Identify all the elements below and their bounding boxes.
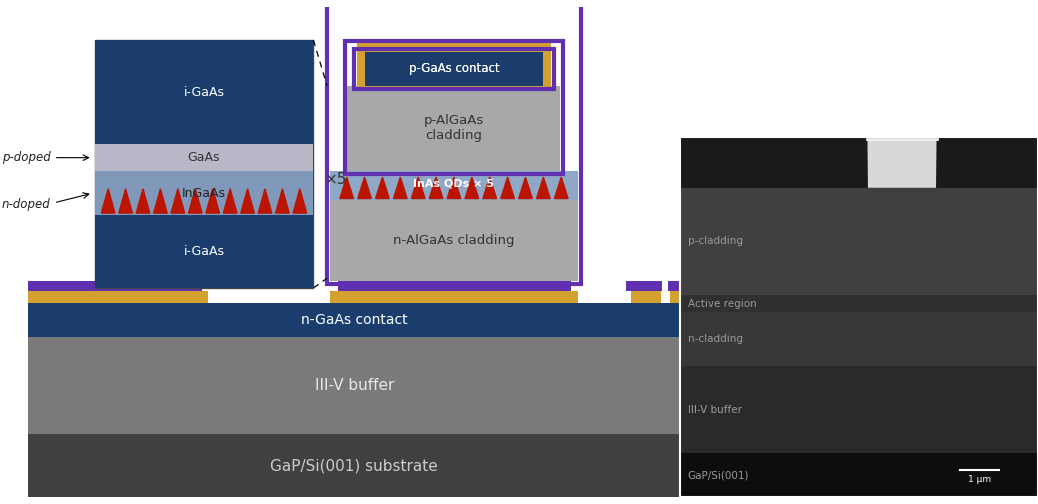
Bar [337, 281, 571, 291]
Text: III-V buffer: III-V buffer [688, 405, 742, 415]
Text: i-GaAs: i-GaAs [184, 245, 224, 258]
Bar [28, 337, 680, 434]
Bar [680, 137, 1038, 497]
Polygon shape [465, 177, 479, 199]
Text: p-GaAs contact: p-GaAs contact [409, 62, 499, 75]
Polygon shape [868, 139, 936, 188]
Polygon shape [430, 177, 443, 199]
Text: Active region: Active region [688, 298, 757, 308]
Text: GaP/Si(001) substrate: GaP/Si(001) substrate [270, 459, 438, 473]
Polygon shape [171, 189, 185, 213]
Text: 1 μm: 1 μm [968, 475, 991, 484]
Polygon shape [154, 189, 167, 213]
Polygon shape [118, 189, 133, 213]
Bar [94, 171, 313, 215]
Bar [28, 302, 680, 337]
Polygon shape [102, 189, 115, 213]
Text: p-doped: p-doped [2, 151, 51, 164]
Bar [680, 295, 1038, 312]
Text: III-V buffer: III-V buffer [315, 377, 394, 393]
Text: GaP/Si(001): GaP/Si(001) [688, 471, 749, 481]
Text: n-AlGaAs cladding: n-AlGaAs cladding [393, 234, 515, 247]
Polygon shape [537, 177, 550, 199]
Text: InGaAs: InGaAs [182, 186, 226, 200]
Bar [354, 49, 553, 89]
Text: p-cladding: p-cladding [688, 236, 743, 246]
Polygon shape [258, 189, 272, 213]
Bar [330, 291, 578, 302]
Bar [94, 40, 313, 288]
Polygon shape [339, 177, 354, 199]
Bar [28, 291, 209, 302]
Bar [94, 40, 313, 144]
Bar [680, 312, 1038, 366]
Polygon shape [411, 177, 425, 199]
Bar [365, 51, 543, 86]
Bar [94, 215, 313, 288]
Text: n-cladding: n-cladding [688, 334, 743, 344]
Bar [631, 291, 660, 302]
Bar [327, 0, 581, 284]
Text: p-AlGaAs
cladding: p-AlGaAs cladding [424, 114, 484, 143]
Bar [680, 366, 1038, 453]
Polygon shape [519, 177, 532, 199]
Polygon shape [189, 189, 202, 213]
Polygon shape [483, 177, 496, 199]
Bar [680, 188, 1038, 295]
Bar [345, 41, 564, 174]
Bar [680, 137, 1038, 497]
Bar [680, 453, 1038, 497]
Polygon shape [358, 177, 372, 199]
Bar [668, 281, 680, 291]
Bar [357, 40, 551, 90]
Polygon shape [554, 177, 568, 199]
Polygon shape [293, 189, 306, 213]
Polygon shape [500, 177, 515, 199]
Bar [680, 137, 1038, 188]
Bar [28, 434, 680, 497]
Bar [94, 144, 313, 171]
Polygon shape [393, 177, 407, 199]
Text: i-GaAs: i-GaAs [184, 86, 224, 98]
Bar [28, 281, 201, 291]
Polygon shape [447, 177, 461, 199]
Text: n-doped: n-doped [2, 199, 51, 211]
Text: InAs QDs × 5: InAs QDs × 5 [413, 179, 494, 189]
Polygon shape [223, 189, 237, 213]
Text: n-GaAs contact: n-GaAs contact [301, 313, 408, 327]
Polygon shape [376, 177, 389, 199]
Polygon shape [241, 189, 254, 213]
Bar [365, 51, 543, 86]
Bar [626, 281, 661, 291]
Polygon shape [206, 189, 219, 213]
Text: p-GaAs contact: p-GaAs contact [409, 62, 499, 75]
Bar [671, 291, 680, 302]
Bar [330, 171, 578, 201]
Polygon shape [276, 189, 290, 213]
Bar [348, 86, 561, 171]
Text: ×5: ×5 [325, 172, 348, 187]
Bar [330, 201, 578, 281]
Text: GaAs: GaAs [188, 151, 220, 164]
Polygon shape [136, 189, 149, 213]
